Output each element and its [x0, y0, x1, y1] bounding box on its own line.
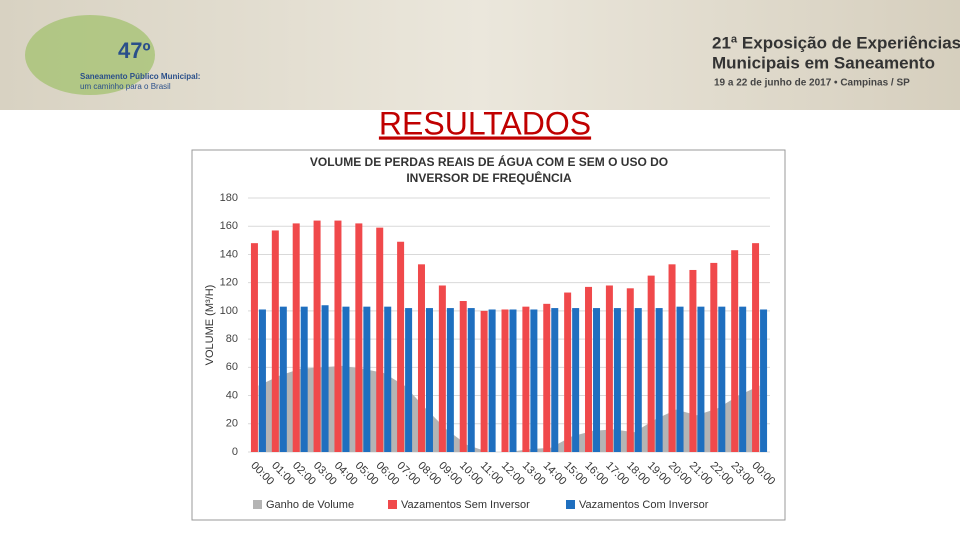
bar: [384, 306, 392, 452]
bar: [647, 275, 655, 452]
bar: [676, 306, 684, 452]
legend-swatch: [566, 500, 575, 509]
bar: [585, 286, 593, 452]
y-axis-label: VOLUME (M³/H): [204, 285, 216, 366]
bar: [355, 223, 363, 452]
bar: [613, 308, 621, 452]
legend-swatch: [253, 500, 262, 509]
y-tick-label: 120: [220, 277, 238, 289]
bar: [488, 309, 496, 452]
bar: [626, 288, 634, 452]
logo-line: Saneamento Público Municipal:: [80, 72, 200, 81]
y-tick-label: 40: [226, 389, 238, 401]
bar: [509, 309, 517, 452]
chart-frame: [191, 149, 786, 521]
bar: [405, 308, 413, 452]
bar: [342, 306, 350, 452]
bar: [710, 262, 718, 452]
bar: [718, 306, 726, 452]
y-tick-label: 160: [220, 220, 238, 232]
bar: [697, 306, 705, 452]
legend-label: Ganho de Volume: [266, 499, 354, 511]
legend-swatch: [388, 500, 397, 509]
bar: [250, 243, 258, 452]
bar: [363, 306, 371, 452]
y-tick-label: 180: [220, 192, 238, 204]
event-title: 21ª Exposição de Experiências: [712, 33, 960, 52]
bar: [459, 301, 467, 452]
bar: [480, 310, 488, 452]
bar: [438, 285, 446, 452]
bar: [530, 309, 538, 452]
legend-label: Vazamentos Sem Inversor: [401, 499, 530, 511]
bar: [543, 303, 551, 452]
y-tick-label: 0: [232, 446, 238, 458]
bar: [739, 306, 747, 452]
legend-label: Vazamentos Com Inversor: [579, 499, 709, 511]
bar: [668, 264, 676, 452]
bar: [376, 227, 384, 452]
event-title: Municipais em Saneamento: [712, 53, 935, 72]
bar: [634, 308, 642, 452]
bar: [551, 308, 559, 452]
bar: [467, 308, 475, 452]
bar: [522, 306, 530, 452]
bar: [258, 309, 266, 452]
slide-title: RESULTADOS: [379, 105, 591, 141]
y-tick-label: 140: [220, 248, 238, 260]
bar: [655, 308, 663, 452]
area: [258, 365, 760, 452]
bar: [501, 309, 509, 452]
bar: [271, 230, 279, 452]
header-band: [0, 0, 960, 110]
chart-title: INVERSOR DE FREQUÊNCIA: [406, 170, 572, 185]
bar: [760, 309, 768, 452]
bar: [397, 241, 405, 452]
bar: [572, 308, 580, 452]
event-date: 19 a 22 de junho de 2017 • Campinas / SP: [714, 78, 910, 89]
y-tick-label: 100: [220, 305, 238, 317]
bar: [313, 220, 321, 452]
bar: [321, 305, 329, 452]
bar: [446, 308, 454, 452]
logo-line: um caminho para o Brasil: [80, 82, 171, 91]
bar: [593, 308, 601, 452]
y-tick-label: 80: [226, 333, 238, 345]
y-tick-label: 20: [226, 418, 238, 430]
chart-title: VOLUME DE PERDAS REAIS DE ÁGUA COM E SEM…: [310, 154, 668, 169]
bar: [300, 306, 308, 452]
bar: [605, 285, 613, 452]
bar: [334, 220, 342, 452]
logo-map: [25, 15, 155, 95]
bar: [292, 223, 300, 452]
bar: [731, 250, 739, 452]
y-tick-label: 60: [226, 361, 238, 373]
bar: [425, 308, 433, 452]
bar: [564, 292, 572, 452]
bar: [279, 306, 287, 452]
bar: [689, 269, 697, 452]
bar: [752, 243, 760, 452]
logo-number: 47º: [118, 38, 151, 63]
bar: [417, 264, 425, 452]
